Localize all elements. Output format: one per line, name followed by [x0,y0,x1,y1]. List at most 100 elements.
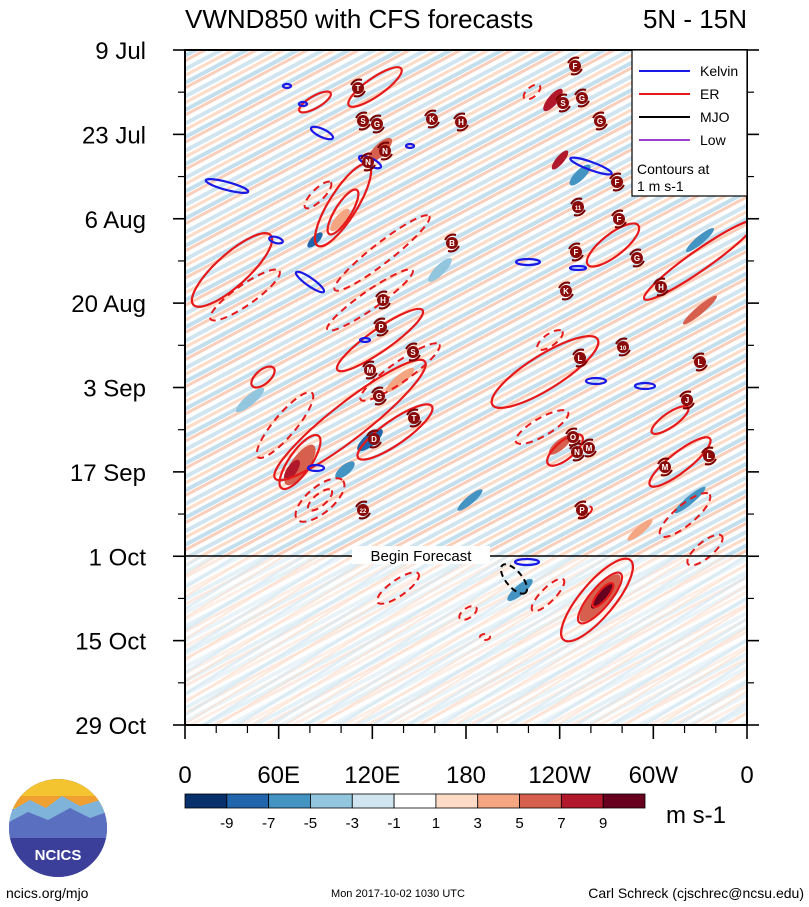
colorbar-swatch [602,793,646,809]
y-tick-label: 20 Aug [71,291,146,318]
legend-note-line1: Contours at [637,161,709,177]
storm-marker-label: O [570,433,576,442]
storm-marker: F [609,172,625,192]
storm-marker-label: L [698,358,703,367]
colorbar-swatch [435,793,479,809]
x-axis: 0 60E 120E 180 120W 60W 0 [178,725,754,789]
storm-marker: T [406,408,422,428]
storm-marker-label: T [412,414,417,423]
colorbar-label: 7 [557,815,565,832]
y-axis: 9 Jul 23 Jul 6 Aug 20 Aug 3 Sep 17 Sep 1 Oct 15… [70,38,759,740]
colorbar-label: -7 [262,815,275,832]
storm-marker-label: F [573,62,578,71]
storm-marker: P [373,317,389,337]
storm-marker-label: S [560,99,566,108]
y-tick-label: 29 Oct [75,713,146,740]
storm-marker: P [574,500,590,520]
x-tick-label: 0 [740,762,753,789]
storm-marker-label: J [685,396,689,405]
storm-marker: K [424,109,440,129]
colorbar-label: -9 [220,815,233,832]
x-tick-label: 120W [528,762,591,789]
storm-marker-label: B [449,239,455,248]
colorbar-label: 1 [432,815,440,832]
colorbar-swatch [184,793,228,809]
colorbar-swatch [477,793,520,809]
legend-low: Low [700,132,727,148]
storm-marker-label: N [365,158,371,167]
colorbar-label: -5 [304,815,317,832]
colorbar-label: -3 [346,815,359,832]
y-tick-label: 23 Jul [82,122,146,149]
storm-marker-label: 11 [575,206,582,212]
storm-marker: J [679,390,695,410]
x-tick-label: 120E [344,762,400,789]
y-tick-label: 9 Jul [95,38,146,65]
storm-marker-label: H [380,296,386,305]
colorbar-swatch [519,793,562,809]
storm-marker-label: M [586,444,593,453]
storm-marker-label: F [574,248,579,257]
y-tick-label: 1 Oct [89,544,147,571]
storm-marker-label: F [617,215,622,224]
storm-marker: N [360,152,376,172]
x-tick-label: 0 [178,762,191,789]
storm-marker-label: 10 [620,346,627,352]
colorbar-swatch [560,793,604,809]
storm-marker: K [558,281,574,301]
colorbar-swatch [226,793,270,809]
storm-marker-label: G [634,254,640,263]
storm-marker: M [362,360,378,380]
legend-note-line2: 1 m s-1 [637,178,684,194]
chart-title: VWND850 with CFS forecasts [185,4,533,34]
storm-marker-label: G [374,120,380,129]
storm-marker-label: K [563,287,569,296]
storm-marker: 10 [615,337,631,357]
colorbar-swatch [310,793,353,809]
storm-marker-label: N [574,448,580,457]
legend-mjo: MJO [700,109,730,125]
storm-marker-label: P [579,506,585,515]
y-tick-label: 15 Oct [75,629,146,656]
storm-marker-label: G [597,117,603,126]
storm-marker: F [567,56,583,76]
ncics-logo: NCICS [9,779,107,877]
storm-marker-label: N [382,147,388,156]
colorbar: -9 -7 -5 -3 -1 1 3 5 7 9 [184,793,646,832]
storm-marker-label: F [615,178,620,187]
storm-marker: 11 [570,197,586,217]
storm-marker: L [701,446,717,466]
storm-marker: 22 [355,500,371,520]
footer-url: ncics.org/mjo [6,885,89,901]
storm-marker: M [657,457,673,477]
footer-author: Carl Schreck (cjschrec@ncsu.edu) [588,885,804,901]
storm-marker: H [453,112,469,132]
storm-marker-label: M [367,366,374,375]
y-tick-label: 6 Aug [85,207,146,234]
storm-marker: B [444,233,460,253]
x-tick-label: 60W [629,762,679,789]
storm-marker-label: S [360,117,366,126]
storm-marker: D [366,429,382,449]
storm-marker-label: L [707,452,712,461]
storm-marker: M [581,438,597,458]
storm-marker: S [355,111,371,131]
storm-marker: S [405,342,421,362]
storm-marker: H [375,290,391,310]
colorbar-swatch [393,793,437,809]
storm-marker: G [371,386,387,406]
begin-forecast-label: Begin Forecast [371,548,473,565]
storm-marker: S [555,93,571,113]
colorbar-label: 9 [599,815,607,832]
ncics-logo-text: NCICS [35,847,82,864]
er-contours-negative [209,83,724,641]
storm-marker-label: G [376,392,382,401]
chart-title-latitude: 5N - 15N [643,4,747,34]
er-contours [190,66,747,643]
x-tick-label: 60E [257,762,300,789]
storm-marker: N [569,442,585,462]
storm-marker: F [611,209,627,229]
storm-marker: G [629,248,645,268]
legend-er: ER [700,86,719,102]
